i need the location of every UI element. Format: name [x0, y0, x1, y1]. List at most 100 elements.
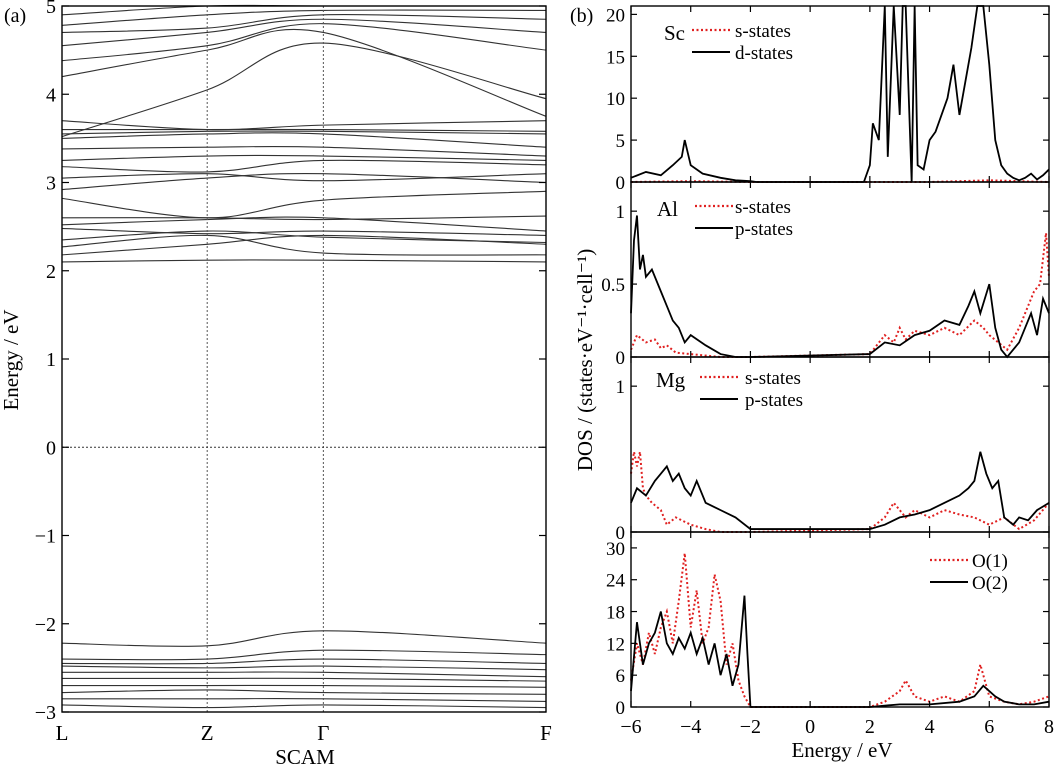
band-line-7: [61, 190, 547, 219]
x-tick-label-a: Z: [201, 721, 214, 745]
x-tick-label-b: 6: [984, 716, 994, 738]
band-line-15: [61, 128, 547, 132]
panel-label-a: (a): [4, 5, 26, 27]
band-line-33: [61, 704, 547, 709]
y-tick-label-b: 0: [616, 698, 626, 719]
panel-label-b: (b): [570, 5, 593, 27]
x-axis-label-a: SCAM: [275, 745, 335, 768]
band-line-1: [61, 234, 547, 256]
dos-series-dotted: [630, 553, 1050, 708]
band-line-22: [61, 9, 547, 26]
x-tick-label-b: −6: [620, 716, 641, 738]
band-line-32: [62, 698, 547, 702]
band-line-13: [61, 132, 547, 148]
band-line-28: [62, 671, 547, 678]
dos-series-solid: [630, 215, 1050, 359]
y-tick-label-b: 30: [606, 539, 625, 560]
x-tick-label-b: −4: [680, 716, 701, 738]
band-line-11: [61, 154, 547, 161]
x-tick-label-b: 4: [925, 716, 935, 738]
y-tick-label-a: 2: [46, 261, 56, 283]
y-tick-label-a: 1: [46, 349, 56, 371]
band-line-26: [61, 658, 547, 665]
y-tick-label-b: 0: [616, 173, 626, 194]
band-line-6: [61, 215, 547, 221]
frame-a: [61, 5, 547, 713]
y-tick-label-a: 3: [46, 173, 56, 195]
x-tick-label-a: L: [56, 721, 69, 745]
y-axis-label-a: Energy / eV: [0, 309, 23, 410]
band-line-31: [61, 689, 547, 695]
y-tick-label-b: 0: [616, 348, 626, 369]
band-lines: [61, 4, 547, 709]
x-tick-label-b: 2: [865, 716, 875, 738]
y-tick-label-a: 0: [46, 437, 56, 459]
legend-label: d-states: [735, 43, 793, 64]
x-tick-label-b: 0: [805, 716, 815, 738]
dos-series-dotted: [630, 179, 1050, 183]
legend-label: p-states: [735, 219, 793, 240]
y-tick-label-b: 12: [606, 634, 625, 655]
y-tick-label-b: 10: [606, 89, 625, 110]
dos-panel: (b) DOS / (states·eV⁻¹·cell⁻¹) Energy / …: [570, 5, 1054, 762]
y-tick-label-b: 24: [606, 571, 626, 592]
band-line-18: [61, 28, 547, 117]
band-line-10: [61, 159, 547, 173]
y-tick-label-a: 5: [46, 0, 56, 18]
legend-label: s-states: [735, 197, 791, 218]
legend-label: s-states: [745, 368, 801, 389]
band-line-3: [61, 230, 547, 244]
band-line-4: [61, 227, 547, 236]
frame-b-2: [630, 356, 1050, 533]
band-line-14: [61, 130, 547, 135]
band-line-12: [61, 145, 547, 157]
band-line-2: [61, 234, 547, 256]
y-tick-label-b: 6: [616, 666, 626, 687]
band-line-30: [62, 684, 547, 688]
dos-subpanel-3: 0 6 12 18 24 30 O(1)O(2): [606, 531, 1050, 719]
band-structure-panel: (a) Energy / eV SCAM −3 −2 −1 0 1 2 3 4 5 L Z Γ F: [0, 0, 552, 768]
band-line-19: [61, 23, 547, 62]
dos-series-solid: [630, 595, 1050, 708]
dos-series-solid: [630, 5, 1050, 183]
element-label: Al: [657, 197, 678, 221]
y-tick-label-b: 1: [616, 202, 626, 223]
band-line-21: [61, 14, 547, 34]
band-line-27: [61, 665, 547, 671]
x-tick-label-a: F: [540, 721, 552, 745]
band-line-20: [61, 18, 547, 47]
frame-b-3: [630, 531, 1050, 708]
x-axis-label-b: Energy / eV: [791, 738, 892, 762]
y-axis-label-b: DOS / (states·eV⁻¹·cell⁻¹): [573, 249, 597, 472]
y-tick-label-b: 18: [606, 603, 625, 624]
legend-label: p-states: [745, 390, 803, 411]
band-line-16: [61, 120, 547, 131]
y-tick-label-b: 15: [606, 47, 625, 68]
frame-b-1: [630, 181, 1050, 358]
element-label: Mg: [656, 368, 686, 392]
legend-label: O(1): [972, 551, 1008, 572]
band-line-24: [61, 630, 547, 647]
y-tick-label-a: −2: [35, 614, 56, 636]
legend-label: O(2): [972, 573, 1008, 594]
y-tick-label-a: −3: [35, 702, 56, 724]
y-tick-label-b: 20: [606, 5, 625, 26]
dos-series-solid: [630, 451, 1050, 530]
y-tick-label-b: 0: [616, 523, 626, 544]
x-tick-label-b: 8: [1044, 716, 1054, 738]
y-tick-label-a: 4: [46, 84, 56, 106]
band-line-5: [61, 216, 547, 232]
legend-label: s-states: [735, 21, 791, 42]
y-tick-label-a: −1: [35, 526, 56, 548]
band-line-9: [61, 173, 547, 182]
band-line-0: [61, 259, 547, 263]
dos-series-dotted: [630, 451, 1050, 533]
x-tick-label-b: −2: [740, 716, 761, 738]
y-tick-label-b: 1: [616, 377, 626, 398]
axes-a: −3 −2 −1 0 1 2 3 4 5 L Z Γ F: [35, 0, 552, 745]
